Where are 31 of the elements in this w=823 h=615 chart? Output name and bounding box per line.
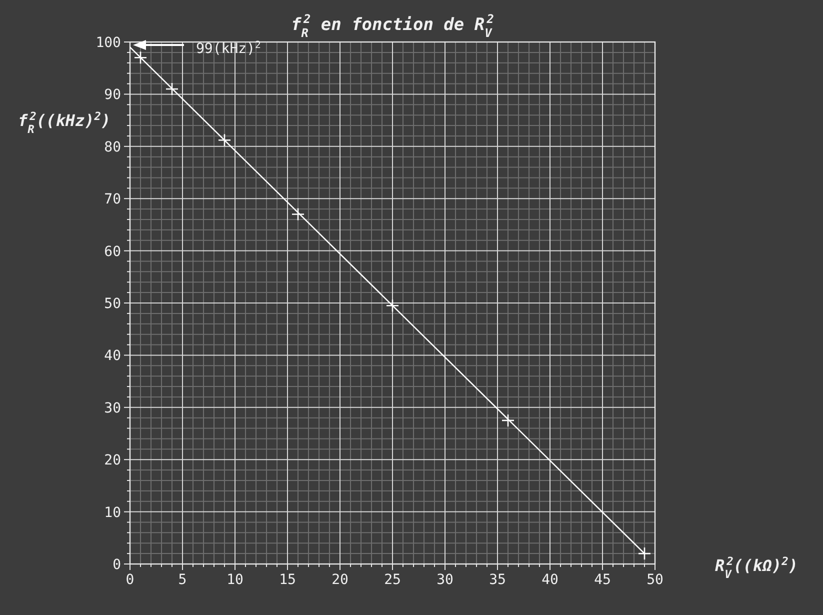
x-tick-label: 0 <box>126 572 134 588</box>
y-tick-label: 50 <box>104 296 121 312</box>
y-tick-label: 40 <box>104 348 121 364</box>
point <box>218 133 232 147</box>
x-tick-label: 10 <box>226 572 244 588</box>
y-tick-label: 70 <box>104 192 121 208</box>
point <box>501 414 515 428</box>
x-tick-label: 20 <box>332 572 348 588</box>
x-tick-label: 30 <box>436 572 454 588</box>
y-axis-title: f$_{R}$$^{2}$((kHz)$^{2}$) <box>18 110 111 136</box>
x-tick-label: 40 <box>542 572 558 588</box>
x-axis-title: R$_{V}$$^{2}$((kΩ)$^{2}$) <box>715 554 798 580</box>
y-tick-label: 90 <box>104 87 121 104</box>
x-tick-label: 25 <box>384 572 401 588</box>
point <box>386 298 400 312</box>
x-tick-label: 15 <box>279 572 296 588</box>
y-tick-label: 30 <box>104 400 121 416</box>
point <box>165 82 179 96</box>
y-tick-label: 100 <box>96 35 121 51</box>
y-tick-label: 10 <box>104 504 121 521</box>
x-tick-label: 50 <box>646 572 664 588</box>
point <box>134 51 148 64</box>
point <box>638 546 652 560</box>
y-tick-label: 60 <box>104 244 121 260</box>
point <box>291 208 305 221</box>
y-tick-label: 0 <box>112 557 121 573</box>
x-tick-label: 5 <box>178 572 187 588</box>
y-tick-label: 20 <box>104 452 121 469</box>
x-tick-label: 45 <box>594 572 611 588</box>
x-tick-label: 35 <box>489 572 506 588</box>
y-tick-label: 80 <box>104 139 121 156</box>
